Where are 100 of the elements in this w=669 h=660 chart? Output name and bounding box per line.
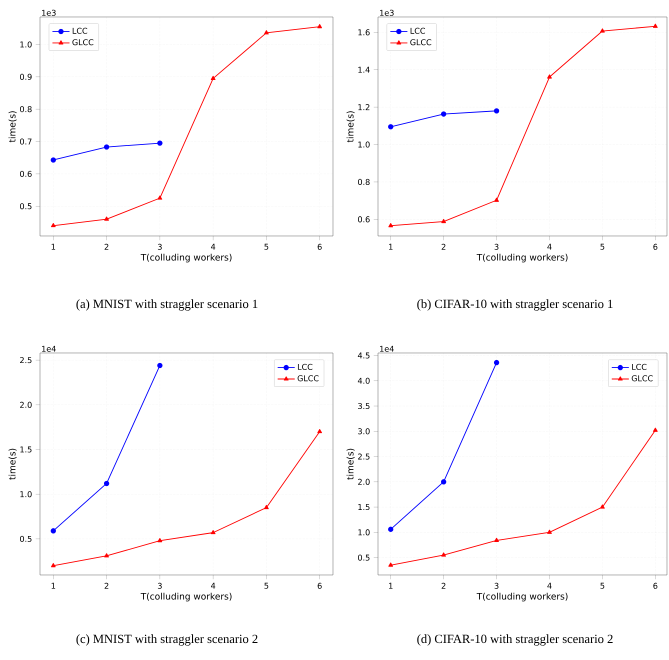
point — [104, 144, 110, 150]
legend-label: LCC — [298, 364, 312, 370]
point — [440, 479, 446, 484]
y-axis-title: time(s) — [346, 111, 355, 142]
y-axis-title: time(s) — [8, 448, 17, 480]
point — [388, 223, 394, 228]
y-tick-label: 1.0 — [20, 491, 32, 498]
y-tick-label: 1.5 — [20, 446, 32, 452]
y-tick-label: 1.4 — [358, 66, 370, 73]
point — [441, 552, 446, 557]
y-tick-label: 2.0 — [358, 478, 370, 485]
y-tick-label: 1.0 — [20, 41, 32, 48]
y-tick-label: 4.5 — [358, 352, 370, 358]
point — [158, 195, 162, 200]
y-tick-label: 0.8 — [358, 178, 370, 185]
x-tick-label: 6 — [318, 244, 322, 250]
x-tick-label: 3 — [158, 244, 162, 250]
point — [600, 28, 605, 33]
point — [157, 140, 163, 146]
text: 1e3 — [380, 10, 394, 16]
point — [158, 538, 162, 542]
x-tick-label: 4 — [210, 582, 216, 589]
point — [264, 504, 269, 510]
x-tick-label: 3 — [494, 244, 498, 250]
y-tick-label: 0.5 — [20, 203, 32, 210]
y-tick-label: 3.0 — [358, 428, 370, 434]
x-tick-label: 3 — [494, 582, 498, 589]
point — [600, 504, 605, 509]
point — [494, 108, 500, 114]
point — [388, 562, 394, 567]
point — [210, 76, 216, 80]
y-axis-title: time(s) — [8, 111, 17, 142]
x-tick-label: 3 — [158, 582, 162, 589]
y-tick-label: 0.9 — [20, 74, 32, 80]
point — [494, 360, 500, 366]
x-tick-label: 5 — [264, 582, 268, 589]
x-tick-label: 6 — [318, 582, 322, 589]
point — [547, 530, 552, 534]
point — [494, 198, 499, 202]
y-tick-label: 1.0 — [358, 529, 370, 536]
legend-label: LCC — [632, 364, 646, 370]
x-tick-label: 6 — [653, 244, 658, 250]
point — [440, 111, 446, 117]
x-tick-label: 6 — [653, 582, 658, 589]
text: (a) MNIST with straggler scenario 1 — [76, 299, 258, 311]
point — [50, 222, 56, 228]
text: 1e4 — [42, 346, 56, 352]
point — [653, 428, 658, 432]
y-tick-label: 0.5 — [358, 554, 370, 561]
point — [210, 530, 216, 534]
x-tick-label: 5 — [600, 582, 604, 589]
y-tick-label: 4.0 — [358, 378, 370, 384]
point — [388, 124, 394, 130]
point — [494, 538, 499, 542]
point — [317, 428, 322, 434]
text: 1e3 — [42, 10, 56, 16]
y-tick-label: 1.2 — [358, 104, 370, 110]
y-tick-label: 0.7 — [20, 138, 32, 145]
text: (c) MNIST with straggler scenario 2 — [76, 634, 258, 646]
point — [264, 30, 269, 34]
legend-label: LCC — [72, 28, 88, 34]
text: (b) CIFAR-10 with straggler scenario 1 — [417, 299, 613, 311]
x-axis-title: T(colluding workers) — [140, 592, 232, 602]
y-tick-label: 2.0 — [20, 402, 32, 408]
x-tick-label: 1 — [52, 582, 56, 589]
y-tick-label: 2.5 — [20, 357, 32, 364]
point — [104, 216, 109, 221]
x-tick-label: 1 — [389, 582, 393, 589]
x-tick-label: 5 — [264, 244, 268, 250]
point — [104, 553, 109, 558]
x-tick-label: 4 — [210, 244, 216, 250]
x-tick-label: 1 — [52, 244, 56, 250]
point — [441, 218, 446, 224]
point — [50, 157, 56, 163]
x-tick-label: 2 — [104, 582, 108, 589]
x-tick-label: 2 — [442, 244, 446, 250]
x-tick-label: 2 — [442, 582, 446, 589]
y-tick-label: 0.8 — [20, 106, 32, 112]
legend-label: GLCC — [298, 375, 319, 382]
point — [547, 74, 552, 79]
point — [653, 24, 658, 28]
x-axis-title: T(colluding workers) — [140, 254, 232, 262]
point — [317, 24, 322, 28]
y-tick-label: 1.0 — [358, 142, 370, 148]
x-tick-label: 5 — [600, 244, 604, 250]
y-tick-label: 0.5 — [20, 536, 32, 542]
x-tick-label: 2 — [104, 244, 108, 250]
legend-label: GLCC — [410, 39, 432, 46]
y-axis-title: time(s) — [346, 448, 355, 480]
y-tick-label: 0.6 — [358, 216, 370, 222]
y-tick-label: 3.5 — [358, 403, 370, 410]
legend-label: GLCC — [72, 39, 94, 46]
legend-label: GLCC — [632, 375, 653, 382]
legend-label: LCC — [410, 28, 426, 34]
x-axis-title: T(colluding workers) — [476, 254, 568, 262]
y-tick-label: 2.5 — [358, 454, 370, 460]
x-axis-title: T(colluding workers) — [476, 592, 568, 602]
point — [157, 362, 163, 368]
point — [104, 480, 110, 486]
point — [50, 528, 56, 534]
